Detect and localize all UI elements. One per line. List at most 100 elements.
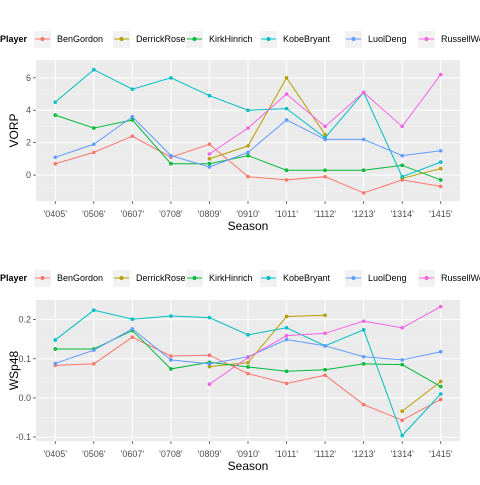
x-tick-label: '0910'	[236, 449, 260, 459]
data-point	[169, 162, 173, 166]
data-point	[208, 165, 212, 169]
data-point	[246, 356, 250, 360]
legend-key-point	[267, 276, 271, 280]
legend-key-point	[425, 276, 429, 280]
y-tick-label: 2	[26, 138, 31, 148]
legend-label: KirkHinrich	[209, 34, 253, 44]
data-point	[362, 168, 366, 172]
y-axis-title: WSp48	[7, 351, 21, 391]
x-tick-label: '1415'	[429, 449, 453, 459]
x-tick-label: '0708'	[159, 209, 183, 219]
legend-key-point	[120, 276, 124, 280]
data-point	[362, 355, 366, 359]
data-point	[285, 178, 289, 182]
x-tick-label: '0405'	[44, 449, 68, 459]
legend-title: Player	[0, 34, 28, 44]
data-point	[400, 326, 404, 330]
legend-label: RussellWestbrook	[441, 273, 480, 283]
legend-item: DerrickRose	[113, 31, 186, 48]
legend: Player BenGordon DerrickRose KirkHinrich Kob…	[0, 31, 480, 48]
legend-label: DerrickRose	[136, 34, 186, 44]
data-point	[285, 315, 289, 319]
x-tick-label: '0607'	[121, 209, 145, 219]
data-point	[208, 162, 212, 166]
data-point	[285, 76, 289, 80]
data-point	[439, 185, 443, 189]
data-point	[246, 175, 250, 179]
legend-item: KobeBryant	[260, 31, 331, 48]
data-point	[439, 380, 443, 384]
data-point	[246, 372, 250, 376]
legend: Player BenGordon DerrickRose KirkHinrich Kob…	[0, 270, 480, 287]
x-tick-label: '1011'	[275, 449, 298, 459]
data-point	[131, 327, 135, 331]
data-point	[169, 314, 173, 318]
legend-label: BenGordon	[57, 34, 103, 44]
legend-item: BenGordon	[34, 270, 103, 287]
data-point	[362, 328, 366, 332]
data-point	[169, 354, 173, 358]
data-point	[53, 347, 57, 351]
data-point	[285, 369, 289, 373]
data-point	[169, 76, 173, 80]
legend-item: DerrickRose	[113, 270, 186, 287]
vorp-chart: Player BenGordon DerrickRose KirkHinrich Kob…	[0, 31, 480, 233]
y-tick-label: 0.2	[18, 315, 31, 325]
data-point	[362, 91, 366, 95]
data-point	[246, 154, 250, 158]
data-point	[285, 382, 289, 386]
y-tick-label: -0.1	[15, 432, 31, 442]
data-point	[400, 434, 404, 438]
data-point	[208, 94, 212, 98]
data-point	[400, 358, 404, 362]
legend-label: KobeBryant	[283, 273, 331, 283]
x-tick-label: '0405'	[44, 209, 68, 219]
x-tick-label: '1213'	[352, 209, 376, 219]
data-point	[362, 403, 366, 407]
data-point	[439, 160, 443, 164]
data-point	[53, 162, 57, 166]
data-point	[131, 134, 135, 138]
data-point	[208, 152, 212, 156]
legend-label: DerrickRose	[136, 273, 186, 283]
data-point	[53, 338, 57, 342]
data-point	[439, 305, 443, 309]
legend-item: RussellWestbrook	[418, 31, 480, 48]
y-axis-title: VORP	[7, 113, 21, 147]
x-tick-label: '0809'	[198, 449, 222, 459]
legend-key-point	[352, 276, 356, 280]
data-point	[362, 138, 366, 142]
data-point	[169, 358, 173, 362]
legend-key-point	[41, 37, 45, 41]
legend-item: RussellWestbrook	[418, 270, 480, 287]
data-point	[246, 108, 250, 112]
data-point	[400, 418, 404, 422]
legend-key-point	[193, 37, 197, 41]
data-point	[131, 317, 135, 321]
legend-label: LuolDeng	[368, 273, 407, 283]
data-point	[246, 126, 250, 130]
data-point	[362, 191, 366, 195]
x-tick-label: '0910'	[236, 209, 260, 219]
data-point	[131, 115, 135, 119]
data-point	[285, 326, 289, 330]
legend-item: KirkHinrich	[186, 270, 253, 287]
data-point	[285, 118, 289, 122]
x-tick-label: '1112'	[314, 209, 336, 219]
data-point	[439, 73, 443, 77]
legend-key-point	[352, 37, 356, 41]
data-point	[246, 361, 250, 365]
data-point	[92, 348, 96, 352]
legend-key-point	[120, 37, 124, 41]
data-point	[92, 151, 96, 155]
data-point	[362, 362, 366, 366]
data-point	[131, 118, 135, 122]
x-axis-title: Season	[228, 459, 269, 473]
legend-label: BenGordon	[57, 273, 103, 283]
data-point	[439, 350, 443, 354]
data-point	[439, 178, 443, 182]
x-tick-label: '0607'	[121, 449, 145, 459]
data-point	[400, 175, 404, 179]
x-tick-label: '0809'	[198, 209, 222, 219]
y-tick-label: 0	[26, 170, 31, 180]
